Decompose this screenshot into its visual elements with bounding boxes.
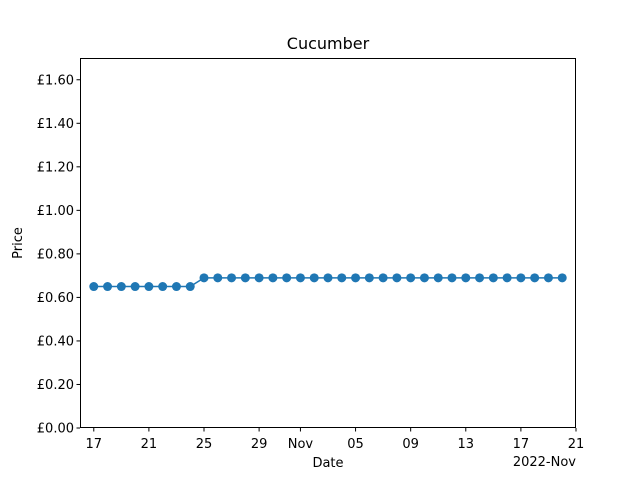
data-point bbox=[543, 273, 553, 283]
y-tick-label: £0.80 bbox=[37, 247, 74, 262]
data-point bbox=[144, 282, 154, 292]
y-tick-label: £0.20 bbox=[37, 378, 74, 393]
data-point bbox=[268, 273, 278, 283]
y-axis: £0.00 £0.20 £0.40 £0.60 £0.80 £1.00 £1.20 £1.40… bbox=[37, 73, 80, 437]
series-layer bbox=[89, 273, 567, 292]
data-point bbox=[433, 273, 443, 283]
data-point bbox=[199, 273, 209, 283]
data-point bbox=[364, 273, 374, 283]
x-tick-label: 09 bbox=[402, 437, 419, 452]
data-point bbox=[488, 273, 498, 283]
y-tick-label: £1.20 bbox=[37, 160, 74, 175]
data-point bbox=[502, 273, 512, 283]
data-point bbox=[406, 273, 416, 283]
y-tick-label: £1.60 bbox=[37, 73, 74, 88]
x-tick-label: 13 bbox=[458, 437, 475, 452]
y-axis-label: Price bbox=[11, 227, 26, 259]
data-point bbox=[295, 273, 305, 283]
y-tick-label: £0.60 bbox=[37, 291, 74, 306]
data-point bbox=[89, 282, 99, 292]
data-point bbox=[116, 282, 126, 292]
plot-area-frame bbox=[80, 58, 576, 428]
y-tick-label: £0.40 bbox=[37, 334, 74, 349]
data-point bbox=[516, 273, 526, 283]
data-point bbox=[530, 273, 540, 283]
data-point bbox=[213, 273, 223, 283]
x-tick-label: 29 bbox=[251, 437, 268, 452]
data-point bbox=[557, 273, 567, 283]
x-tick-label: 17 bbox=[513, 437, 530, 452]
chart-title: Cucumber bbox=[287, 34, 370, 53]
data-point bbox=[103, 282, 113, 292]
x-axis-offset-label: 2022-Nov bbox=[513, 455, 576, 470]
x-tick-label: 05 bbox=[347, 437, 364, 452]
data-point bbox=[185, 282, 195, 292]
data-point bbox=[130, 282, 140, 292]
data-point bbox=[475, 273, 485, 283]
data-point bbox=[309, 273, 319, 283]
data-point bbox=[158, 282, 168, 292]
data-point bbox=[392, 273, 402, 283]
data-point bbox=[254, 273, 264, 283]
x-axis-label: Date bbox=[312, 456, 343, 471]
data-point bbox=[378, 273, 388, 283]
x-tick-label: 25 bbox=[196, 437, 213, 452]
data-point bbox=[240, 273, 250, 283]
data-point bbox=[337, 273, 347, 283]
x-tick-label: 21 bbox=[568, 437, 585, 452]
y-tick-label: £1.00 bbox=[37, 204, 74, 219]
data-point bbox=[351, 273, 361, 283]
x-tick-label: 17 bbox=[86, 437, 103, 452]
y-tick-label: £0.00 bbox=[37, 422, 74, 437]
data-point bbox=[227, 273, 237, 283]
x-tick-label: Nov bbox=[288, 437, 314, 452]
data-point bbox=[323, 273, 333, 283]
y-tick-label: £1.40 bbox=[37, 117, 74, 132]
data-point bbox=[282, 273, 292, 283]
x-tick-label: 21 bbox=[141, 437, 158, 452]
data-point bbox=[171, 282, 181, 292]
x-axis: 17 21 25 29 Nov 05 09 13 17 21 bbox=[86, 428, 585, 452]
data-point bbox=[447, 273, 457, 283]
data-point bbox=[461, 273, 471, 283]
data-point bbox=[419, 273, 429, 283]
